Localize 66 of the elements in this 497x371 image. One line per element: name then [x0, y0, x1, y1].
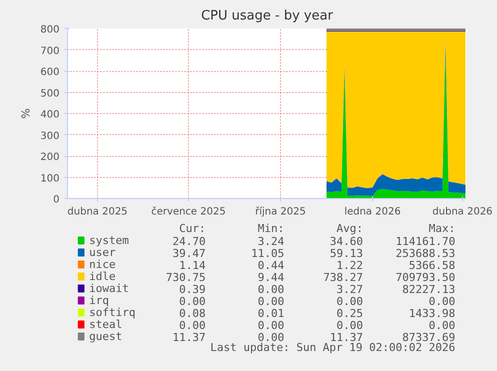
- legend-label: user: [89, 246, 116, 259]
- y-axis-title: %: [19, 108, 32, 119]
- x-tick-label: července 2025: [151, 206, 226, 218]
- legend-label: steal: [89, 318, 122, 331]
- y-tick-label: 400: [40, 110, 60, 120]
- x-tick-label: dubna 2026: [432, 206, 493, 218]
- text: Avg:: [336, 222, 363, 235]
- legend-label: guest: [89, 330, 122, 343]
- text: 0.00: [258, 283, 284, 296]
- x-tick-label: října 2025: [255, 206, 306, 218]
- text: 5366.58: [408, 259, 456, 272]
- text: Last update: Sun Apr 19 02:00:02 2026: [210, 341, 456, 354]
- text: 730.75: [166, 271, 206, 284]
- x-tick-label: ledna 2026: [344, 206, 401, 218]
- text: 9.44: [258, 271, 285, 284]
- x-tick-label: dubna 2025: [67, 206, 128, 218]
- text: Max:: [428, 222, 456, 235]
- text: 0.00: [336, 295, 363, 308]
- legend-label: irq: [89, 294, 110, 307]
- y-tick-label: 0: [53, 194, 60, 206]
- text: 0.00: [179, 319, 206, 332]
- y-tick-label: 700: [40, 46, 60, 57]
- text: 1.14: [179, 259, 206, 272]
- text: 0.00: [258, 331, 284, 344]
- text: 87337.69: [402, 331, 456, 344]
- text: 0.25: [336, 307, 363, 320]
- text: 0.44: [258, 259, 285, 272]
- text: 82227.13: [402, 283, 456, 296]
- text: 3.24: [258, 235, 285, 248]
- text: Min:: [258, 222, 284, 235]
- text: 59.13: [330, 247, 363, 260]
- text: 11.05: [251, 247, 284, 260]
- text: 0.00: [179, 295, 206, 308]
- text: 0.00: [258, 295, 284, 308]
- legend-label: system: [89, 234, 130, 247]
- y-tick-label: 100: [40, 173, 60, 184]
- text: 0.00: [428, 295, 456, 308]
- legend-label: idle: [89, 270, 116, 283]
- text: 0.01: [258, 307, 284, 320]
- text: 11.37: [330, 331, 363, 344]
- text: 114161.70: [396, 235, 456, 248]
- text: 1.22: [336, 259, 363, 272]
- text: 0.08: [179, 307, 206, 320]
- y-tick-label: 200: [40, 152, 60, 163]
- text: 0.39: [179, 283, 206, 296]
- text: 0.00: [258, 319, 284, 332]
- text: 0.00: [428, 319, 456, 332]
- y-tick-label: 600: [40, 67, 60, 78]
- legend-label: nice: [89, 258, 116, 271]
- text: 0.00: [336, 319, 363, 332]
- chart-title: CPU usage - by year: [201, 8, 334, 24]
- y-tick-label: 500: [40, 88, 60, 100]
- text: 34.60: [330, 235, 363, 248]
- text: 1433.98: [408, 307, 456, 320]
- y-tick-label: 300: [40, 130, 60, 142]
- legend-label: softirq: [89, 306, 136, 319]
- text: Cur:: [179, 222, 206, 235]
- text: 39.47: [172, 247, 206, 260]
- legend-label: iowait: [89, 282, 129, 295]
- text: 3.27: [336, 283, 363, 296]
- text: 253688.53: [396, 247, 456, 260]
- text: 709793.50: [396, 271, 456, 284]
- text: 11.37: [172, 331, 206, 344]
- text: 24.70: [172, 235, 206, 248]
- text: 738.27: [323, 271, 363, 284]
- y-tick-label: 800: [40, 24, 60, 36]
